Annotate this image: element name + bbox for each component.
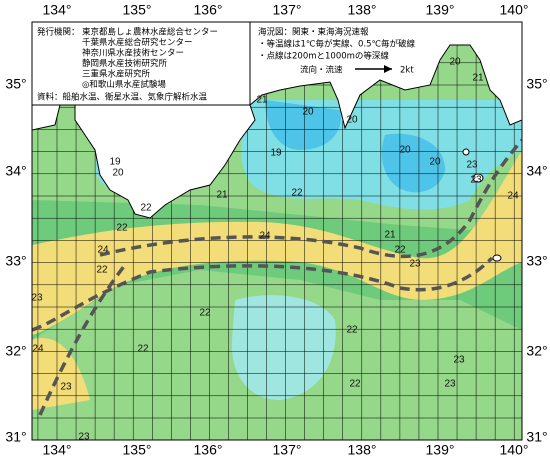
isotherm-label: 22 [137,344,149,355]
longitude-label: 139° [426,442,455,458]
longitude-label: 134° [43,2,72,18]
isotherm-label: 24 [507,191,519,202]
notes-title: 海況図：関東・東海海況速報 [258,27,369,38]
legend-sources: 資料：船舶水温、衛星水温、気象庁解析水温 [37,92,208,103]
isotherm-label: 22 [394,245,406,256]
current-label: 流向・流速 [300,65,343,76]
isotherm-label: 20 [346,115,358,126]
isotherm-label: 24 [97,245,109,256]
latitude-label: 32° [526,343,547,359]
latitude-label: 32° [5,343,26,359]
latitude-label: 33° [5,253,26,269]
legend-label: 発行機関： [37,27,80,38]
longitude-label: 136° [194,2,223,18]
legend-box [31,21,251,106]
isotherm-label: 24 [259,231,271,242]
land [249,22,522,130]
isotherm-label: 22 [199,308,211,319]
isotherm-label: 22 [96,265,108,276]
isotherm-label: 19 [270,148,282,159]
island [462,148,470,156]
latitude-label: 31° [526,429,547,445]
agency: 東京都島しょ農林水産総合センター [82,27,218,38]
isotherm-label: 20 [112,168,124,179]
longitude-label: 140° [500,2,529,18]
isotherm-label: 22 [291,188,303,199]
isotherm-label: 22 [140,203,152,214]
isotherm-label: 21 [472,73,484,84]
isotherm-label: 23 [60,382,72,393]
sea-cold [265,100,341,150]
map-frame [31,21,523,441]
agency: 千葉県水産総合研究センター [82,37,193,48]
longitude-label: 138° [348,442,377,458]
isotherm-label: 19 [109,157,121,168]
isotherm-label: 20 [302,107,314,118]
isotherm-label: 23 [78,432,90,443]
isotherm-label: 22 [346,325,358,336]
isotherm-label: 20 [449,57,461,68]
longitude-label: 139° [426,2,455,18]
current-speed: 2kt [400,66,414,76]
isotherm-label: 23 [31,293,43,304]
latitude-label: 34° [526,163,547,179]
sea-warm-patch [32,338,90,410]
isotherm-label: 24 [32,344,44,355]
agency: ◎和歌山県水産試験場 [82,79,166,90]
longitude-label: 136° [194,442,223,458]
latitude-label: 31° [5,429,26,445]
longitude-label: 134° [43,442,72,458]
agency: 静岡県水産技術研究所 [82,58,168,69]
isotherm-label: 22 [349,379,361,390]
longitude-label: 140° [500,442,529,458]
latitude-label: 35° [526,76,547,92]
isotherm-label: 21 [256,95,268,106]
notes-line: ・等温線は1℃毎が実線、0.5℃毎が破線 [258,39,416,50]
latitude-label: 35° [5,76,26,92]
current-axis [32,256,494,332]
current-axis [38,263,127,416]
land [74,104,256,219]
current-axis [99,138,522,259]
isotherm-label: 21 [384,230,396,241]
isotherm-label: 23 [453,355,465,366]
isotherm-label: 23 [409,259,421,270]
agency: 三重県水産研究所 [82,69,151,80]
isotherm-label: 20 [399,145,411,156]
longitude-label: 135° [123,2,152,18]
agency: 神奈川県水産技術センター [82,48,184,59]
agency-list: 東京都島しょ農林水産総合センター千葉県水産総合研究センター神奈川県水産技術センタ… [82,27,218,91]
longitude-label: 135° [123,442,152,458]
current-arrowhead [384,65,392,73]
isotherm-label: 21 [216,190,228,201]
isotherm-label: 20 [429,157,441,168]
notes-line: ・点線は200mと1000mの等深線 [258,51,389,62]
island [492,254,502,262]
latitude-label: 33° [526,253,547,269]
sea-cold [381,133,445,193]
sea-layer [32,22,522,440]
isotherm-label: 23 [470,175,482,186]
island [472,173,484,183]
isotherm-label: 23 [466,160,478,171]
longitude-label: 137° [273,442,302,458]
isotherm-label: 23 [444,379,456,390]
latitude-label: 34° [5,163,26,179]
longitude-label: 137° [273,2,302,18]
longitude-label: 138° [348,2,377,18]
isotherm-label: 22 [116,223,128,234]
